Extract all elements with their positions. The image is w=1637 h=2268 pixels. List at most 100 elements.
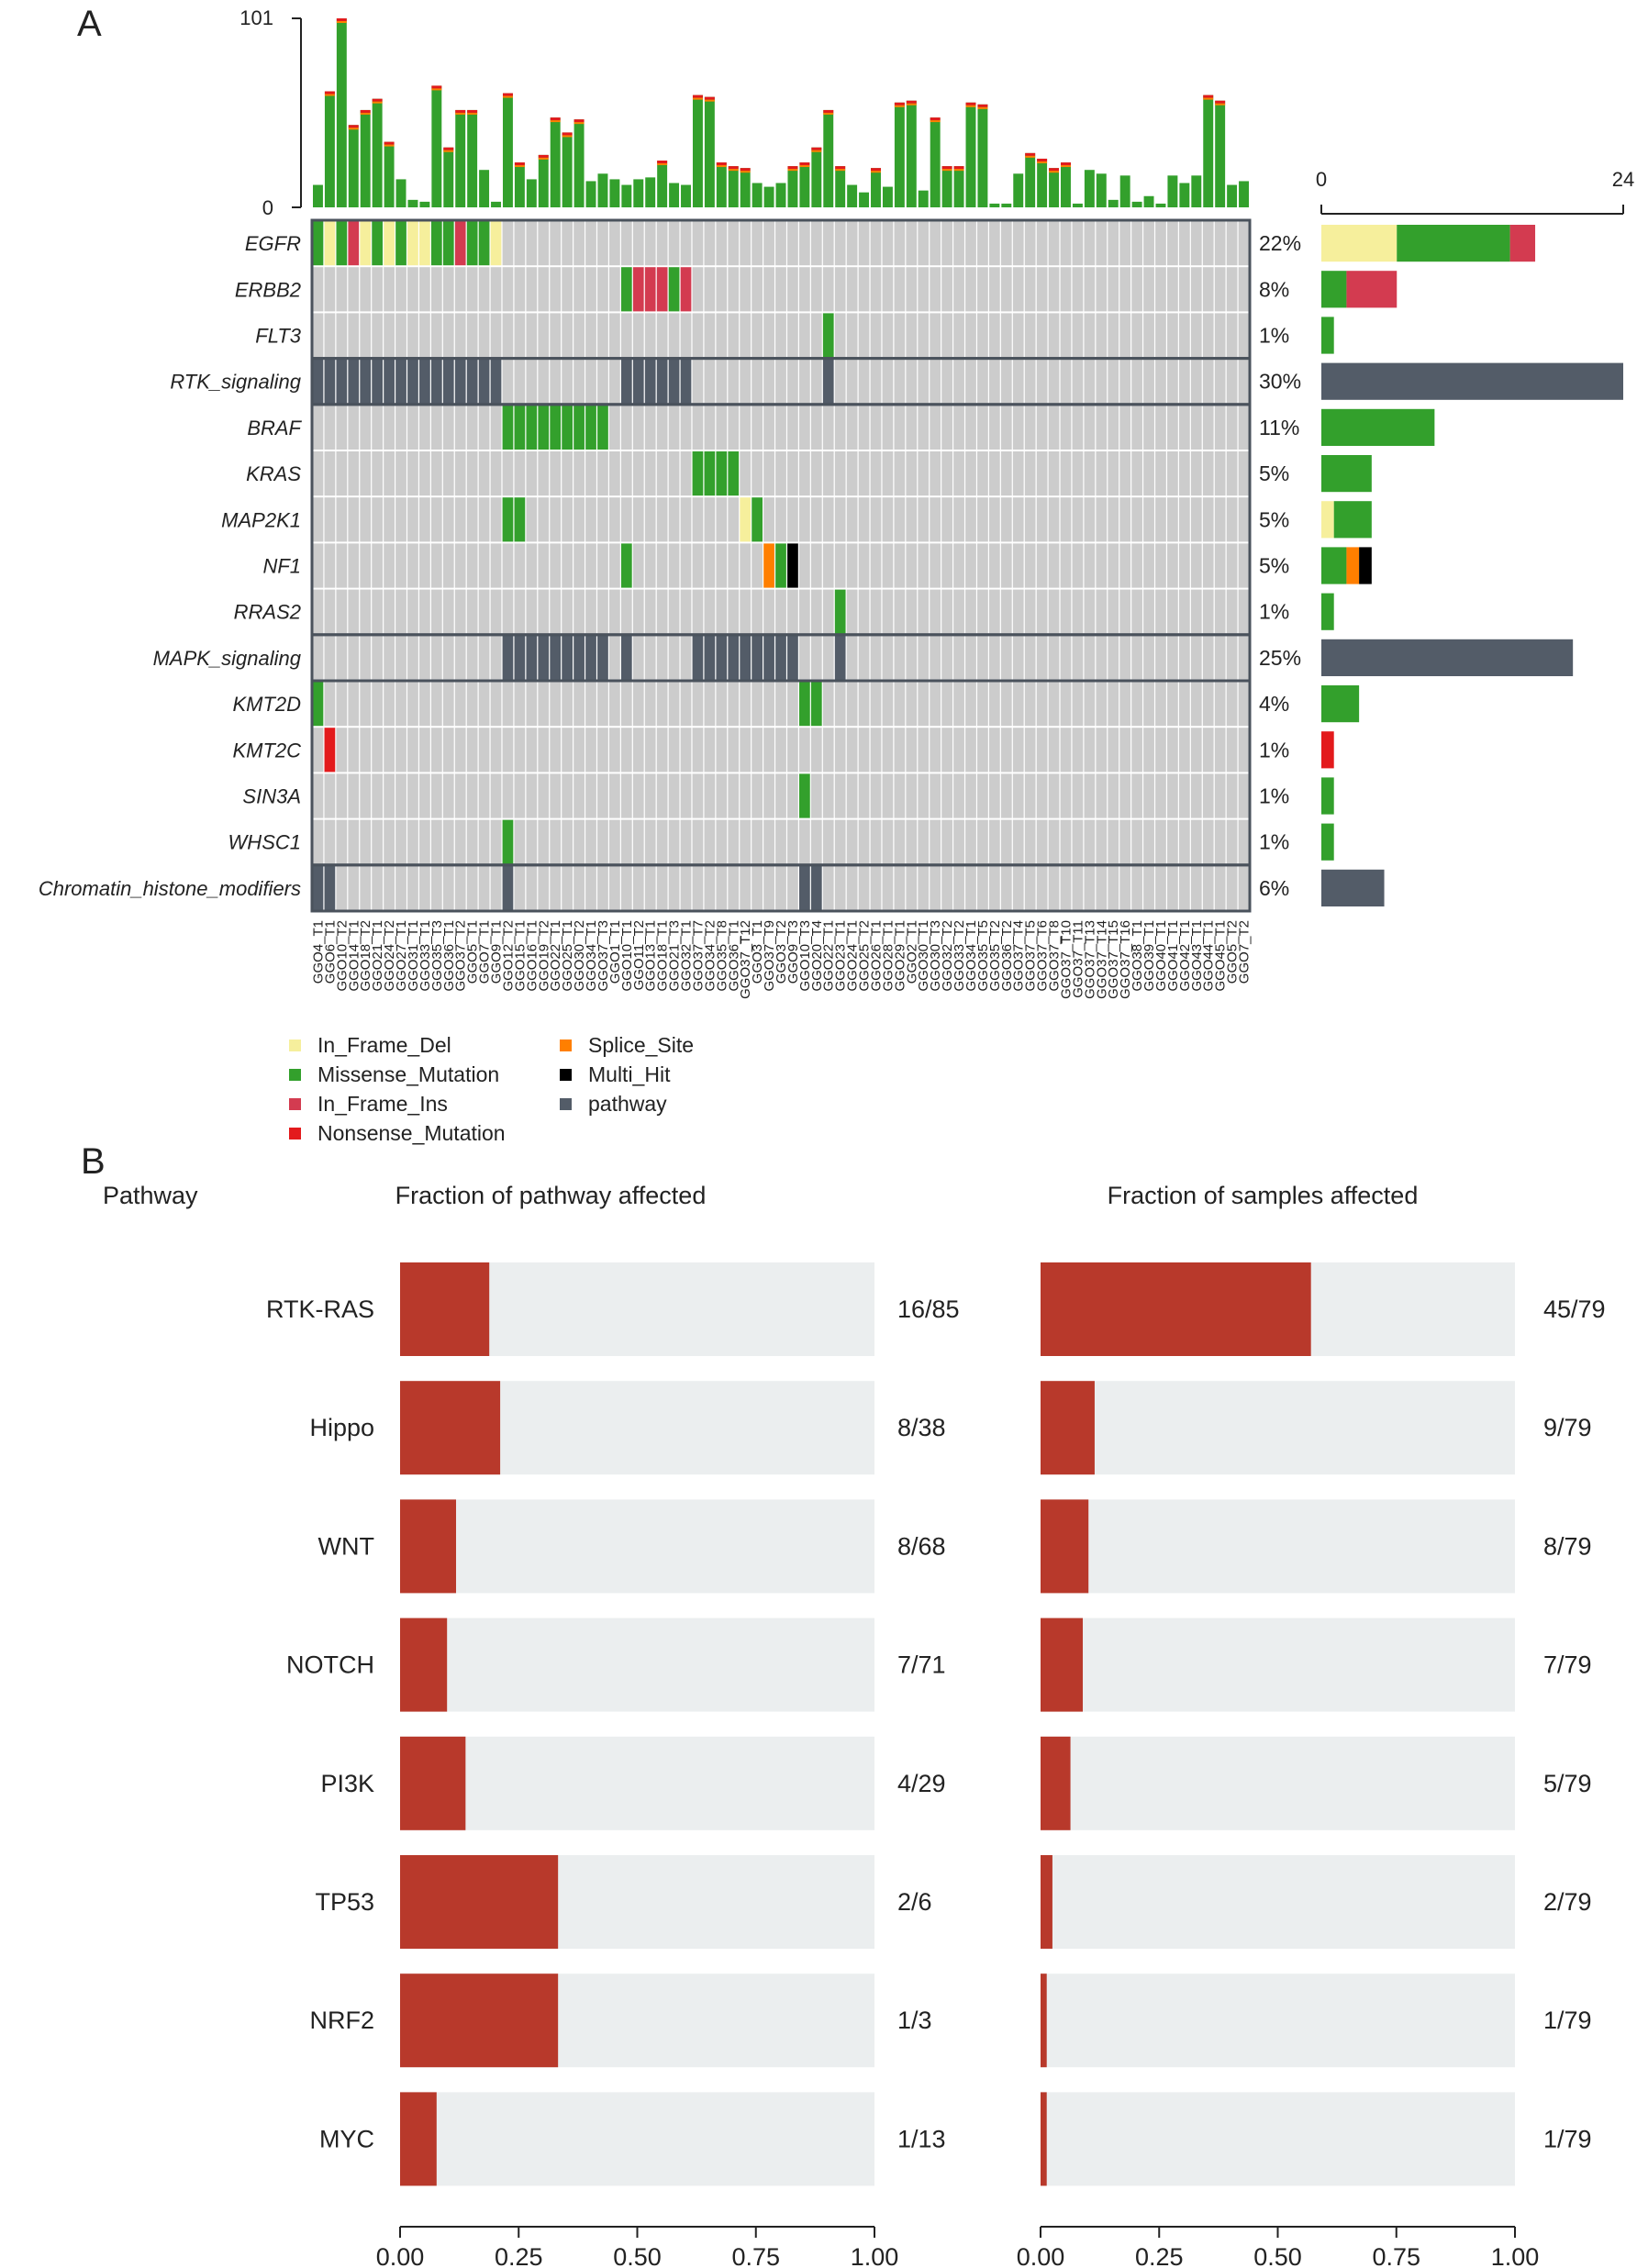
gene-label: FLT3 bbox=[255, 325, 301, 348]
empty-cell bbox=[1202, 728, 1214, 773]
sample-label: GGO37_T4 bbox=[1011, 920, 1027, 992]
tmb-bar bbox=[740, 168, 751, 207]
empty-cell bbox=[312, 497, 324, 542]
empty-cell bbox=[810, 589, 822, 634]
mutation-cell bbox=[656, 267, 668, 312]
empty-cell bbox=[977, 819, 988, 864]
empty-cell bbox=[395, 589, 406, 634]
empty-cell bbox=[1202, 267, 1214, 312]
empty-cell bbox=[360, 497, 372, 542]
empty-cell bbox=[384, 773, 395, 818]
empty-cell bbox=[752, 773, 763, 818]
empty-cell bbox=[941, 728, 952, 773]
empty-cell bbox=[324, 267, 336, 312]
empty-cell bbox=[1108, 359, 1119, 404]
empty-cell bbox=[834, 359, 846, 404]
empty-cell bbox=[1060, 267, 1072, 312]
mutation-cell bbox=[384, 221, 395, 266]
tmb-bar-cap bbox=[360, 112, 371, 115]
empty-cell bbox=[882, 543, 894, 588]
empty-cell bbox=[799, 451, 810, 496]
empty-cell bbox=[763, 728, 774, 773]
empty-cell bbox=[882, 359, 894, 404]
legend-label: pathway bbox=[588, 1092, 667, 1116]
empty-cell bbox=[941, 221, 952, 266]
empty-cell bbox=[668, 773, 680, 818]
empty-cell bbox=[716, 773, 728, 818]
empty-cell bbox=[965, 773, 976, 818]
empty-cell bbox=[597, 819, 608, 864]
empty-cell bbox=[846, 313, 858, 358]
gene-percent: 1% bbox=[1259, 784, 1289, 808]
sample-label: GGO32_T2 bbox=[940, 920, 955, 992]
sample-label: GGO35_T5 bbox=[975, 920, 991, 992]
empty-cell bbox=[597, 497, 608, 542]
empty-cell bbox=[1000, 682, 1012, 727]
empty-cell bbox=[680, 635, 692, 680]
empty-cell bbox=[514, 819, 526, 864]
tmb-bar bbox=[752, 183, 763, 207]
tmb-bar bbox=[538, 154, 549, 207]
empty-cell bbox=[1155, 635, 1166, 680]
legend-item-missense-mutation: Missense_Mutation bbox=[289, 1062, 499, 1087]
empty-cell bbox=[716, 405, 728, 450]
empty-cell bbox=[1096, 819, 1108, 864]
empty-cell bbox=[988, 682, 1000, 727]
empty-cell bbox=[478, 543, 490, 588]
tmb-bar bbox=[787, 166, 798, 207]
side-bar-segment bbox=[1321, 362, 1623, 400]
empty-cell bbox=[822, 267, 834, 312]
bar-value-label: 16/85 bbox=[897, 1295, 960, 1323]
empty-cell bbox=[1119, 819, 1131, 864]
empty-cell bbox=[834, 267, 846, 312]
empty-cell bbox=[454, 865, 466, 910]
empty-cell bbox=[430, 682, 442, 727]
tmb-bar-cap bbox=[799, 165, 810, 168]
empty-cell bbox=[336, 451, 348, 496]
sample-label: GGO9_T1 bbox=[489, 920, 505, 984]
empty-cell bbox=[763, 451, 774, 496]
empty-cell bbox=[1190, 589, 1202, 634]
empty-cell bbox=[656, 221, 668, 266]
empty-cell bbox=[1119, 405, 1131, 450]
empty-cell bbox=[1000, 635, 1012, 680]
empty-cell bbox=[538, 221, 550, 266]
mutation-cell bbox=[360, 359, 372, 404]
empty-cell bbox=[538, 267, 550, 312]
empty-cell bbox=[620, 497, 632, 542]
bar-track bbox=[1041, 2092, 1515, 2186]
empty-cell bbox=[1024, 497, 1036, 542]
empty-cell bbox=[1226, 313, 1238, 358]
empty-cell bbox=[1143, 221, 1154, 266]
empty-cell bbox=[846, 865, 858, 910]
empty-cell bbox=[656, 589, 668, 634]
empty-cell bbox=[846, 543, 858, 588]
mutation-cell bbox=[632, 359, 644, 404]
pathway-category-label: NOTCH bbox=[286, 1651, 374, 1679]
tmb-bar-cap bbox=[716, 165, 727, 168]
legend-item-splice-site: Splice_Site bbox=[560, 1033, 694, 1058]
empty-cell bbox=[799, 635, 810, 680]
empty-cell bbox=[870, 405, 882, 450]
empty-cell bbox=[384, 635, 395, 680]
empty-cell bbox=[882, 819, 894, 864]
side-bar-segment bbox=[1333, 501, 1372, 539]
sample-label: GGO14_T1 bbox=[346, 920, 362, 992]
empty-cell bbox=[692, 313, 704, 358]
empty-cell bbox=[1108, 589, 1119, 634]
sample-label: GGO37_T15 bbox=[1106, 920, 1121, 999]
empty-cell bbox=[442, 589, 454, 634]
empty-cell bbox=[787, 728, 798, 773]
tmb-bar bbox=[882, 186, 893, 207]
empty-cell bbox=[526, 497, 538, 542]
empty-cell bbox=[620, 589, 632, 634]
empty-cell bbox=[668, 819, 680, 864]
empty-cell bbox=[870, 635, 882, 680]
empty-cell bbox=[1024, 773, 1036, 818]
empty-cell bbox=[977, 267, 988, 312]
empty-cell bbox=[1119, 267, 1131, 312]
tmb-bar bbox=[1227, 184, 1238, 207]
mutation-cell bbox=[775, 635, 786, 680]
empty-cell bbox=[1024, 728, 1036, 773]
empty-cell bbox=[1202, 497, 1214, 542]
